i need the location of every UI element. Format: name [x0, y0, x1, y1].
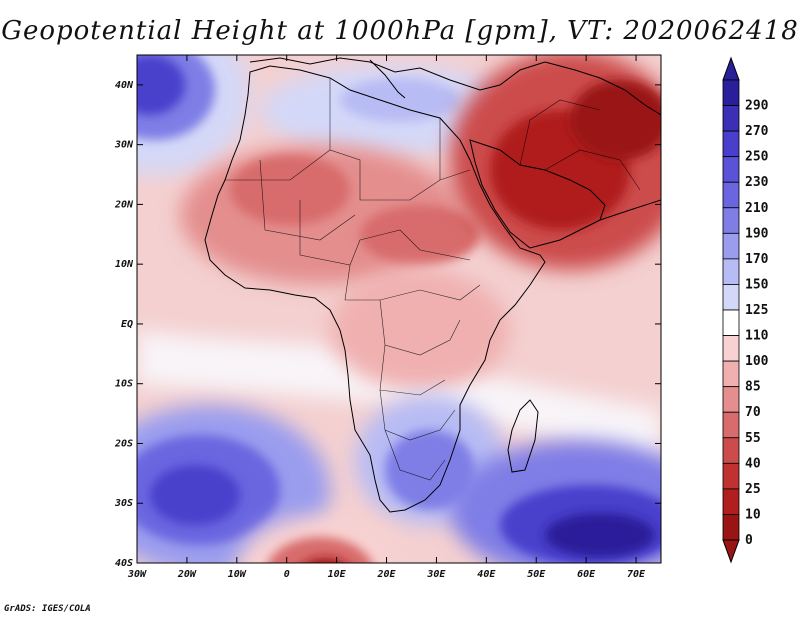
low-core — [305, 558, 345, 563]
colorbar-label: 270 — [745, 124, 769, 139]
lon-tick-label: 40E — [477, 569, 496, 580]
geopotential-field — [137, 55, 661, 563]
sahel-core — [360, 205, 480, 265]
colorbar-swatch — [722, 462, 740, 490]
lat-tick-label: 20S — [114, 438, 133, 449]
lon-tick-label: 0 — [284, 569, 290, 580]
madagascar-coast — [507, 399, 539, 473]
africa-coast — [204, 65, 546, 513]
lat-tick-label: 10S — [115, 379, 133, 390]
colorbar-swatch — [722, 105, 740, 132]
sahara-core — [230, 155, 350, 225]
italy-coast — [369, 59, 406, 99]
colorbar-label: 210 — [745, 201, 769, 216]
central-africa — [330, 270, 510, 390]
iran-core — [570, 80, 661, 160]
southern-africa-core — [385, 430, 475, 510]
colorbar-swatch — [722, 130, 740, 158]
arabia-coast — [469, 139, 606, 249]
tick-marks — [136, 55, 661, 564]
asia-coast — [544, 61, 661, 116]
lat-tick-label: 20N — [114, 199, 134, 210]
plot-frame — [136, 54, 662, 564]
colorbar-label: 100 — [745, 354, 769, 369]
india-coast — [599, 199, 661, 221]
colorbar-label: 125 — [745, 303, 768, 318]
europe-coast — [249, 57, 546, 91]
footer-credit: GrADS: IGES/COLA — [4, 604, 91, 614]
low-mid — [267, 537, 373, 563]
page-title: Geopotential Height at 1000hPa [gpm], VT… — [1, 16, 799, 46]
colorbar-swatch — [722, 488, 740, 515]
colorbar-swatch — [722, 258, 740, 285]
lon-tick-label: 70E — [627, 569, 646, 580]
south-atlantic-high — [150, 465, 240, 525]
colorbar-label: 110 — [745, 329, 769, 344]
colorbar-label: 290 — [745, 99, 769, 114]
lon-tick-label: 60E — [577, 569, 596, 580]
colorbar-label: 10 — [745, 507, 761, 522]
colorbar-swatch — [722, 207, 740, 234]
indian-ocean-high — [545, 513, 655, 557]
colorbar-label: 250 — [745, 150, 769, 165]
lat-tick-label: 30N — [114, 140, 134, 151]
colorbar-label: 85 — [745, 380, 761, 395]
north-atlantic-high — [137, 55, 185, 115]
colorbar-top-arrow — [722, 56, 740, 81]
colorbar-label: 0 — [745, 533, 753, 548]
lon-tick-labels: 30W 20W 10W 0 10E 20E 30E 40E 50E 60E 70E — [127, 569, 646, 580]
colorbar-swatch — [722, 437, 740, 464]
colorbar-label: 150 — [745, 277, 769, 292]
borders — [225, 78, 641, 481]
colorbar-swatch — [722, 156, 740, 183]
colorbar-swatch — [722, 232, 740, 260]
lon-tick-label: 50E — [527, 569, 546, 580]
lat-tick-labels: 40N 30N 20N 10N EQ 10S 20S 30S 40S — [114, 80, 134, 569]
colorbar-swatch — [722, 411, 740, 439]
colorbar-label: 230 — [745, 175, 769, 190]
colorbar-label: 170 — [745, 252, 769, 267]
colorbar-swatch — [722, 386, 740, 413]
colorbar-swatch — [722, 284, 740, 311]
lon-tick-label: 30W — [127, 569, 147, 580]
lat-tick-label: 40S — [115, 558, 133, 569]
med-mid — [340, 78, 460, 122]
colorbar-swatch — [722, 360, 740, 388]
lon-tick-label: 20W — [177, 569, 197, 580]
colorbar-label: 55 — [745, 431, 761, 446]
equatorial-band — [137, 330, 661, 470]
colorbar-label: 40 — [745, 456, 761, 471]
colorbar-bottom-arrow — [722, 539, 740, 564]
colorbar-swatch — [722, 79, 740, 106]
lon-tick-label: 10E — [328, 569, 347, 580]
colorbar-label: 70 — [745, 405, 761, 420]
colorbar: 2902702502302101901701501251101008570554… — [722, 56, 769, 564]
colorbar-label: 190 — [745, 226, 769, 241]
colorbar-label: 25 — [745, 482, 761, 497]
coastlines — [204, 57, 661, 513]
lat-tick-label: EQ — [121, 319, 133, 330]
lon-tick-label: 30E — [426, 569, 446, 580]
colorbar-swatch — [722, 514, 740, 541]
lat-tick-label: 40N — [115, 80, 134, 91]
colorbar-swatch — [722, 309, 740, 336]
lon-tick-label: 10W — [228, 569, 247, 580]
colorbar-swatch — [722, 181, 740, 209]
lon-tick-label: 20E — [376, 569, 396, 580]
colorbar-swatch — [722, 335, 740, 362]
lat-tick-label: 30S — [114, 498, 133, 509]
lat-tick-label: 10N — [115, 259, 134, 270]
